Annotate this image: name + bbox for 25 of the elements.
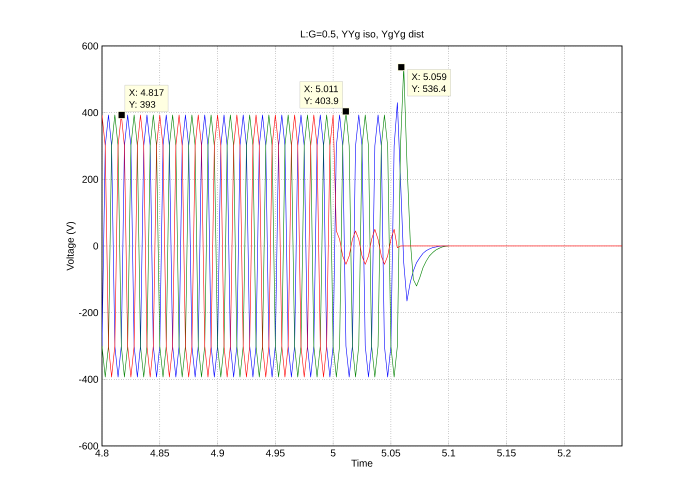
annotation: Y: 403.9: [304, 97, 338, 104]
annotation: Y: 536.4: [412, 85, 446, 92]
annotation: Y: 393: [129, 101, 156, 108]
x-tick-label: 5.1: [442, 450, 456, 456]
x-tick-label: 4.85: [150, 450, 170, 457]
y-tick-label: -200: [78, 309, 98, 316]
x-tick-label: 4.95: [266, 450, 285, 457]
annotation: X: 4.817: [129, 89, 164, 96]
y-tick-label: 400: [82, 109, 98, 116]
x-tick-label: 4.8: [95, 450, 108, 457]
x-tick-label: 5.15: [497, 450, 516, 456]
x-tick-label: 4.9: [210, 450, 224, 457]
y-tick-label: 0: [93, 242, 98, 250]
y-tick-label: 200: [82, 176, 98, 183]
y-tick-label: -600: [78, 442, 98, 450]
annotation: X: 5.011: [304, 86, 338, 92]
x-tick-label: 5.2: [558, 450, 571, 457]
y-axis-title: Voltage (V): [66, 222, 76, 271]
annotation: X: 5.059: [412, 73, 446, 80]
y-tick-label: 600: [82, 42, 98, 50]
x-tick-label: 5.05: [382, 450, 400, 457]
x-tick-label: 5: [330, 450, 336, 456]
x-axis-title: Time: [351, 459, 372, 467]
chart-title: L:G=0.5, YYg iso, YgYg dist: [300, 30, 424, 40]
y-tick-label: -400: [78, 376, 98, 383]
